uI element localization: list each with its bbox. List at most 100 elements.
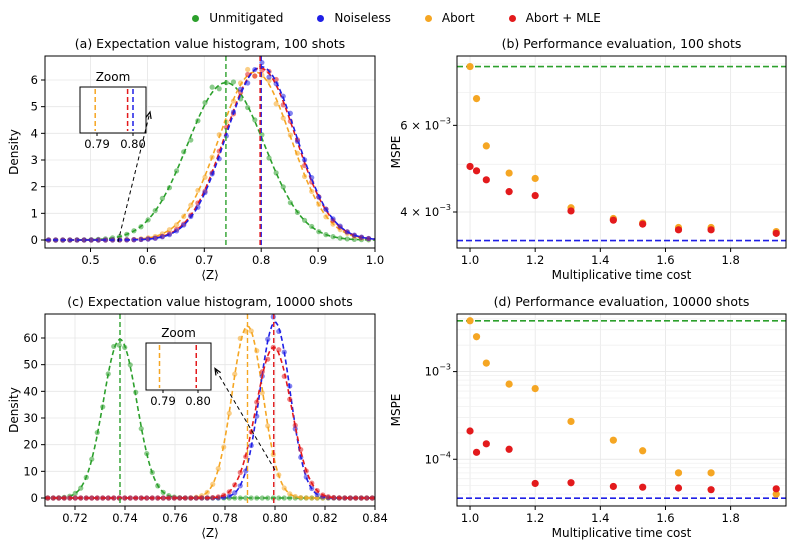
ytick-exp-b-0: −3	[439, 203, 451, 212]
hist-point-noiseless-6	[88, 237, 94, 243]
xtick-label-c-5: 0.82	[312, 511, 338, 525]
ytick-label-c-1: 10	[23, 464, 38, 478]
ytick-exp-d-0: −4	[439, 450, 451, 459]
mspe-point-abort-1	[472, 95, 481, 103]
xtick-label-d-3: 1.6	[656, 511, 674, 525]
zoom-arrow-head-a	[145, 110, 152, 120]
zoom-frame-c	[145, 342, 212, 391]
panel-a: 0.5 0.6 0.7 0.8 0.9 1.0 0 1 2 3 4 5 6 (a) Expectation…	[7, 36, 384, 282]
mspe-point-abort-10	[772, 490, 780, 498]
ytick-label-c-5: 50	[23, 358, 38, 372]
zoom-arrow-head-c	[214, 367, 221, 376]
hist-point-abort-32	[273, 101, 279, 107]
ytick-label-a-5: 5	[31, 100, 38, 114]
hist-point-abort-31	[215, 465, 221, 472]
mspe-point-abort-2	[482, 359, 490, 367]
xtick-label-c-2: 0.76	[162, 511, 188, 525]
mspe-point-mle-2	[482, 176, 490, 184]
legend-entry-2: Abort	[424, 8, 475, 28]
mspe-point-mle-1	[472, 167, 481, 175]
hist-point-noiseless-44	[358, 234, 365, 240]
hist-point-noiseless-7	[95, 237, 101, 243]
mspe-point-mle-7	[639, 483, 647, 491]
hist-point-mle-24	[177, 495, 183, 501]
legend-label-2: Abort	[441, 11, 475, 25]
chart-title-b: (b) Performance evaluation, 100 shots	[502, 36, 742, 51]
y-axis-label-a: Density	[7, 129, 21, 175]
hist-point-mle-29	[252, 73, 258, 79]
hist-point-noiseless-40	[265, 336, 271, 342]
xtick-label-c-6: 0.84	[362, 511, 388, 525]
hist-point-noiseless-38	[254, 413, 260, 419]
mspe-point-abort-4	[531, 174, 539, 183]
mspe-point-mle-1	[472, 448, 481, 456]
mspe-point-abort-5	[567, 417, 575, 426]
panel-d: 1.0 1.2 1.4 1.6 1.810−410−3(d) Performance e…	[389, 294, 787, 540]
mspe-point-mle-2	[482, 440, 490, 448]
legend-label-0: Unmitigated	[209, 11, 284, 25]
x-axis-label-a: ⟨Z⟩	[201, 268, 219, 282]
plot-area-a	[45, 56, 375, 248]
hist-point-unmitigated-42	[276, 495, 282, 501]
xtick-label-d-2: 1.4	[591, 511, 609, 525]
xtick-label-a-1: 0.6	[138, 253, 156, 267]
mspe-point-mle-3	[505, 445, 513, 453]
fit-curve-noiseless	[45, 65, 375, 241]
ytick-label-c-0: 0	[31, 491, 38, 505]
mspe-point-mle-8	[674, 484, 683, 492]
ytick-label-d-1: 10−3	[425, 363, 451, 379]
mspe-point-mle-6	[609, 482, 617, 491]
hist-point-unmitigated-41	[337, 235, 343, 241]
y-axis-label-b: MSPE	[389, 136, 403, 169]
legend-label-3: Abort + MLE	[525, 11, 601, 25]
hist-point-unmitigated-16	[159, 195, 165, 202]
ytick-base-b-0: 4 × 10	[400, 205, 439, 219]
hist-point-abort-26	[230, 98, 237, 104]
xtick-label-d-0: 1.0	[461, 511, 479, 525]
xtick-label-b-1: 1.2	[526, 253, 544, 267]
plot-area-c	[45, 314, 375, 506]
ytick-label-a-4: 4	[31, 126, 38, 140]
xtick-label-b-0: 1.0	[461, 253, 479, 267]
hist-point-mle-51	[325, 494, 331, 500]
xtick-label-b-3: 1.6	[656, 253, 674, 267]
mspe-point-abort-7	[639, 447, 647, 455]
zoom-tick-label-a-0: 0.79	[84, 137, 110, 151]
zoom-tick-label-c-0: 0.79	[150, 394, 176, 408]
mspe-point-mle-0	[466, 427, 474, 435]
x-axis-label-c: ⟨Z⟩	[201, 526, 219, 540]
xtick-label-b-2: 1.4	[591, 253, 609, 267]
hist-point-noiseless-15	[152, 235, 158, 241]
ytick-label-b-0: 4 × 10−3	[400, 203, 451, 219]
figure-legend: Unmitigated Noiseless Abort Abort + MLE	[0, 8, 793, 28]
legend-marker-0	[192, 14, 200, 22]
hist-point-mle-15	[127, 495, 133, 501]
legend-marker-3	[508, 14, 516, 22]
ytick-label-b-1: 6 × 10−3	[400, 116, 451, 132]
hist-point-abort-33	[280, 115, 286, 121]
hist-point-unmitigated-26	[230, 79, 237, 85]
legend-entry-0: Unmitigated	[192, 8, 283, 28]
hist-point-mle-58	[364, 495, 370, 501]
ytick-label-c-3: 30	[23, 411, 38, 425]
hist-point-mle-18	[144, 495, 150, 501]
zoom-title-a: Zoom	[96, 70, 131, 84]
ytick-label-c-2: 20	[23, 438, 38, 452]
mspe-point-abort-0	[466, 62, 474, 71]
x-axis-label-b: Multiplicative time cost	[552, 268, 692, 282]
hist-point-unmitigated-8	[89, 456, 95, 462]
ytick-base-d-1: 10	[425, 365, 440, 379]
xtick-label-b-4: 1.8	[721, 253, 739, 267]
hist-point-noiseless-30	[259, 59, 265, 66]
axes-frame-a	[44, 55, 376, 249]
mspe-point-mle-5	[567, 207, 575, 215]
mspe-point-abort-3	[505, 380, 513, 388]
fit-curve-unmitigated	[45, 81, 375, 241]
axes-frame-c	[44, 313, 376, 507]
mspe-point-mle-8	[674, 226, 683, 234]
legend-marker-1	[317, 14, 325, 22]
xtick-label-c-4: 0.80	[262, 511, 288, 525]
chart-title-c: (c) Expectation value histogram, 10000 s…	[67, 294, 353, 309]
ytick-label-a-1: 1	[31, 206, 38, 220]
